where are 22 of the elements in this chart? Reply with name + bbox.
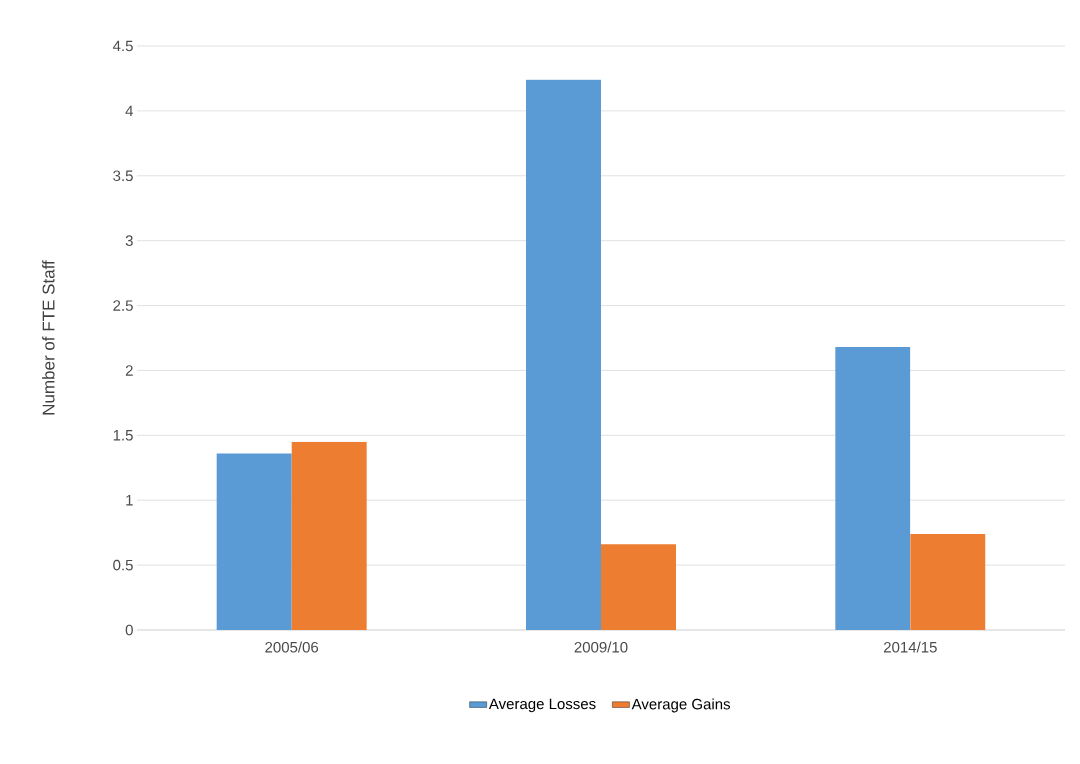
y-tick-label: 4.5 [112, 40, 133, 52]
y-tick-label: 4 [125, 105, 134, 117]
bar [835, 347, 911, 630]
x-tick-label: 2014/15 [883, 641, 937, 653]
bar [526, 79, 601, 630]
y-tick-label: 2 [125, 365, 133, 376]
legend-label: Average Losses [488, 698, 596, 713]
bar [216, 453, 292, 630]
y-axis-title: Number of FTE Staff [42, 260, 55, 415]
bar [910, 533, 986, 630]
y-tick-label: 3.5 [113, 170, 133, 182]
x-tick-label: 2005/06 [265, 641, 319, 653]
y-tick-label: 1 [126, 495, 133, 506]
y-tick-label: 1.5 [113, 430, 133, 441]
y-tick-label: 0 [125, 624, 133, 636]
legend-label: Average Gains [631, 698, 731, 713]
y-tick-label: 2.5 [113, 300, 133, 311]
bar [291, 441, 367, 630]
x-tick-label: 2009/10 [574, 641, 628, 653]
bar [601, 544, 676, 630]
y-tick-label: 3 [125, 235, 133, 246]
y-tick-label: 0.5 [113, 559, 133, 571]
